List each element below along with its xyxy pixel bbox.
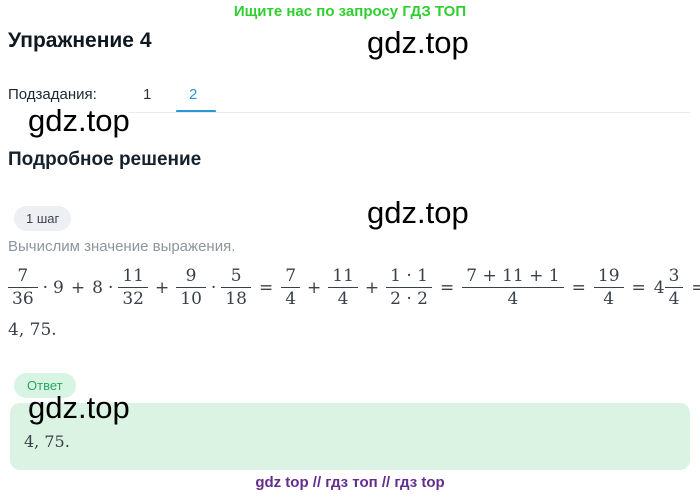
fraction-numerator: 5 [221, 266, 251, 289]
math-operator: = [440, 277, 455, 298]
answer-value: 4, 75. [24, 432, 70, 451]
math-operator: = [571, 277, 586, 298]
fraction-denominator: 32 [122, 289, 144, 310]
solution-heading: Подробное решение [8, 149, 202, 170]
page-title: Упражнение 4 [8, 29, 152, 52]
fraction-numerator: 7 [8, 266, 38, 289]
fraction-numerator: 11 [328, 266, 358, 289]
math-operator: + [307, 277, 322, 298]
watermark-answer: gdz.top [28, 390, 130, 425]
fraction-denominator: 4 [285, 289, 297, 310]
fraction-denominator: 4 [337, 289, 349, 310]
tab-subtask-1[interactable]: 1 [143, 86, 152, 103]
fraction-denominator: 4 [507, 289, 519, 310]
math-operator: + [70, 277, 86, 298]
math-operator: + [364, 277, 380, 298]
fraction-denominator: 2 · 2 [390, 289, 428, 310]
math-operator: · [210, 277, 217, 298]
math-fraction: 5 18 [221, 266, 251, 309]
math-operator: · [42, 277, 49, 298]
math-fraction: 11 32 [118, 266, 148, 309]
top-search-banner: Ищите нас по запросу ГДЗ ТОП [233, 3, 467, 20]
watermark-top: gdz.top [367, 25, 469, 60]
fraction-numerator: 7 [281, 266, 301, 289]
fraction-numerator: 19 [593, 266, 624, 289]
math-fraction: 19 4 [593, 266, 624, 310]
answer-box [10, 403, 690, 470]
math-fraction: 9 10 [176, 266, 206, 309]
math-operator: · [107, 277, 114, 298]
step-description: Вычислим значение выражения. [8, 238, 236, 255]
math-fraction: 11 4 [328, 266, 358, 309]
watermark-center: gdz.top [367, 195, 469, 230]
fraction-denominator: 10 [180, 289, 202, 310]
fraction-numerator: 7 + 11 + 1 [462, 266, 564, 289]
tabs-divider [128, 112, 690, 113]
fraction-denominator: 4 [603, 289, 615, 310]
math-operator: = [691, 277, 700, 298]
math-operator: = [631, 277, 646, 298]
active-tab-underline [176, 110, 216, 113]
math-operator: + [155, 277, 170, 298]
fraction-numerator: 11 [118, 266, 148, 289]
step-badge: 1 шаг [14, 206, 72, 231]
bottom-keywords-banner: gdz top // гдз топ // гдз top [255, 474, 445, 491]
math-result: 4, 75. [8, 320, 57, 340]
math-number: 4 [653, 277, 665, 298]
answer-badge: Ответ [14, 373, 76, 398]
tab-subtask-2[interactable]: 2 [189, 86, 198, 103]
math-number: 9 [53, 277, 64, 298]
fraction-numerator: 3 [664, 266, 684, 289]
math-operator: = [258, 277, 274, 298]
math-fraction: 7 36 [8, 266, 38, 309]
fraction-denominator: 36 [12, 289, 34, 310]
subtasks-label: Подзадания: [8, 86, 97, 103]
fraction-denominator: 18 [225, 289, 247, 310]
math-number: 8 [92, 277, 103, 298]
fraction-numerator: 9 [176, 266, 206, 289]
fraction-numerator: 1 · 1 [386, 266, 432, 289]
fraction-denominator: 4 [668, 289, 680, 310]
watermark-left: gdz.top [28, 103, 130, 138]
